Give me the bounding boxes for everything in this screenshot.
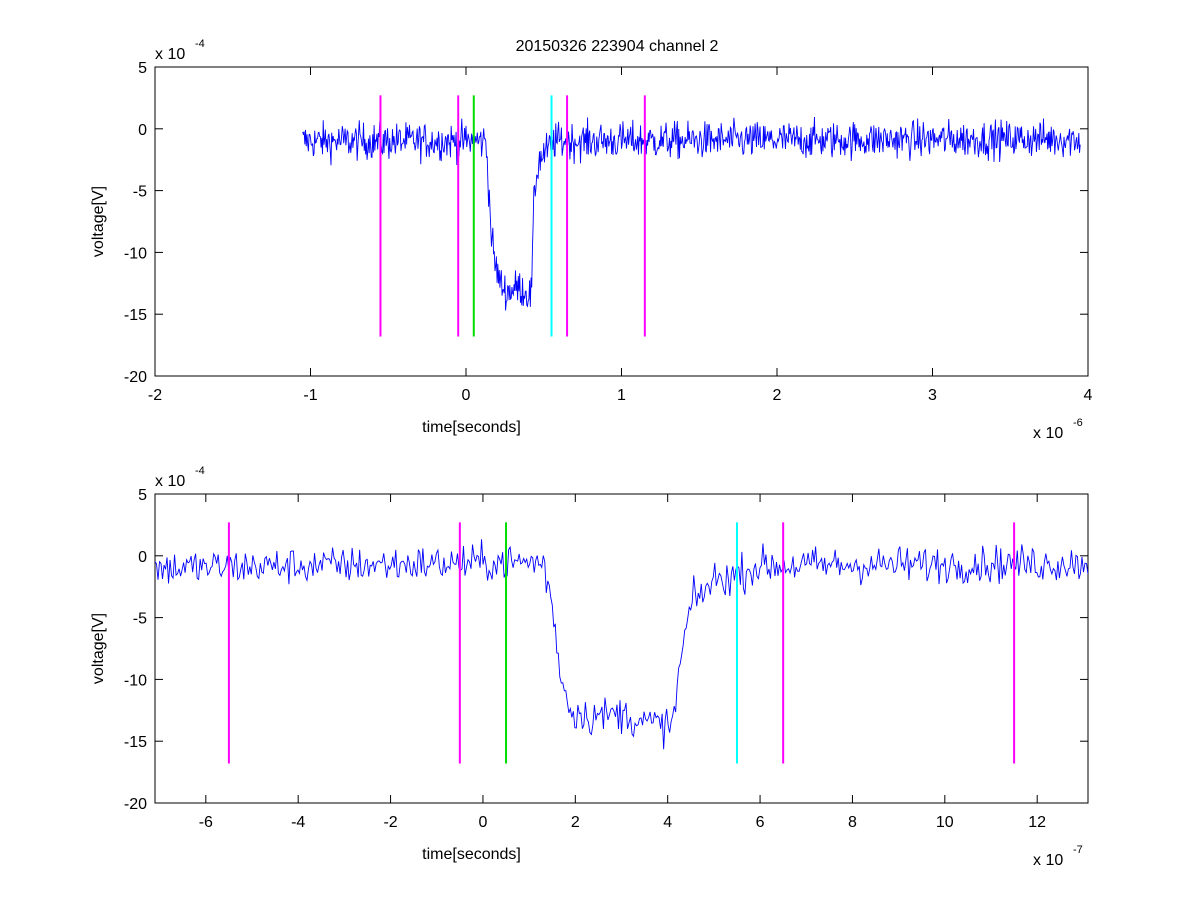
voltage-trace-line bbox=[155, 539, 1088, 750]
y-tick-label: 0 bbox=[138, 122, 147, 139]
x-exponent-base: x 10 bbox=[1033, 852, 1063, 869]
x-tick-label: 10 bbox=[936, 814, 954, 831]
y-tick-label: -20 bbox=[124, 369, 147, 386]
y-tick-label: -5 bbox=[133, 184, 147, 201]
x-tick-label: 12 bbox=[1028, 814, 1046, 831]
y-exponent-base: x 10 bbox=[155, 46, 185, 63]
y-exponent-power: -4 bbox=[195, 38, 205, 50]
x-exponent-power: -6 bbox=[1073, 417, 1083, 429]
y-tick-label: -10 bbox=[124, 245, 147, 262]
x-tick-label: 6 bbox=[756, 814, 765, 831]
x-tick-label: 1 bbox=[617, 387, 626, 404]
voltage-trace-line bbox=[302, 117, 1081, 311]
figure-title: 20150326 223904 channel 2 bbox=[516, 38, 719, 55]
x-tick-label: 2 bbox=[773, 387, 782, 404]
x-tick-label: -2 bbox=[383, 814, 397, 831]
y-tick-label: -5 bbox=[133, 611, 147, 628]
y-tick-label: -20 bbox=[124, 796, 147, 813]
x-axis-label: time[seconds] bbox=[422, 419, 521, 436]
y-exponent-power: -4 bbox=[195, 465, 205, 477]
x-tick-label: -6 bbox=[199, 814, 213, 831]
x-tick-label: 4 bbox=[663, 814, 672, 831]
x-tick-label: 4 bbox=[1084, 387, 1093, 404]
bottom-axes: -6 -4 -2 0 2 4 6 8 10 12-20-15-10-505time[seconds… bbox=[90, 465, 1089, 869]
y-tick-label: 5 bbox=[138, 60, 147, 77]
x-tick-label: 8 bbox=[848, 814, 857, 831]
y-tick-label: 5 bbox=[138, 487, 147, 504]
x-exponent-base: x 10 bbox=[1033, 425, 1063, 442]
x-exponent-power: -7 bbox=[1073, 844, 1083, 856]
y-tick-label: -15 bbox=[124, 734, 147, 751]
axes-frame bbox=[154, 66, 1089, 377]
y-axis-label: voltage[V] bbox=[90, 613, 107, 684]
x-tick-label: -1 bbox=[303, 387, 317, 404]
x-tick-label: 3 bbox=[928, 387, 937, 404]
y-tick-label: -10 bbox=[124, 672, 147, 689]
x-axis-label: time[seconds] bbox=[422, 846, 521, 863]
y-tick-label: 0 bbox=[138, 549, 147, 566]
x-tick-label: 0 bbox=[462, 387, 471, 404]
y-exponent-base: x 10 bbox=[155, 473, 185, 490]
y-tick-label: -15 bbox=[124, 307, 147, 324]
axes-frame bbox=[154, 493, 1089, 804]
y-axis-label: voltage[V] bbox=[90, 186, 107, 257]
x-tick-label: 2 bbox=[571, 814, 580, 831]
x-tick-label: -4 bbox=[291, 814, 305, 831]
x-tick-label: -2 bbox=[148, 387, 162, 404]
x-tick-label: 0 bbox=[478, 814, 487, 831]
top-axes: -2 -1 0 1 2 3 4-20-15-10-505time[seconds]volta… bbox=[90, 38, 1093, 442]
